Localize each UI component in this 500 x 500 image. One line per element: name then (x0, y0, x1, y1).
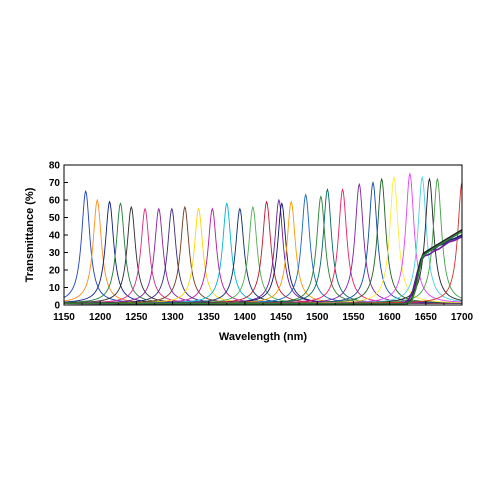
x-tick-label: 1500 (306, 312, 329, 323)
filter-peak-curve-2 (64, 198, 462, 304)
x-tick-label: 1300 (161, 312, 184, 323)
filter-peak-curve-22 (64, 188, 462, 304)
x-axis-title: Wavelength (nm) (219, 331, 308, 343)
y-tick-label: 50 (49, 213, 61, 224)
filter-peak-curve-4 (64, 202, 462, 304)
x-tick-label: 1700 (451, 312, 474, 323)
x-tick-label: 1250 (125, 312, 148, 323)
filter-peak-curve-9 (64, 205, 462, 304)
y-tick-label: 70 (49, 178, 61, 189)
filter-peak-curve-10 (64, 207, 462, 304)
filter-peak-curve-15 (64, 200, 462, 304)
absorption-edge-curve-4 (64, 230, 462, 305)
filter-peak-curve-7 (64, 207, 462, 304)
filter-peak-curve-11 (64, 207, 462, 304)
filter-peak-curve-13 (64, 207, 462, 304)
x-tick-label: 1200 (89, 312, 112, 323)
filter-peak-curve-14 (64, 205, 462, 304)
y-tick-label: 0 (54, 301, 60, 312)
x-tick-label: 1650 (415, 312, 438, 323)
filter-peak-curve-16 (64, 198, 462, 304)
x-tick-label: 1600 (379, 312, 402, 323)
y-axis: 0 10 20 30 40 50 60 70 80 (49, 161, 68, 312)
filter-peak-curve-17 (64, 202, 462, 304)
x-tick-label: 1150 (53, 312, 75, 323)
y-tick-label: 10 (49, 283, 61, 294)
y-tick-label: 40 (49, 231, 61, 242)
filter-peak-curve-18 (64, 200, 462, 304)
filter-peak-curve-19 (64, 193, 462, 304)
y-tick-label: 30 (49, 248, 61, 259)
y-tick-label: 60 (49, 196, 61, 207)
absorption-edge-curve-2 (64, 236, 462, 305)
filter-peak-curve-6 (64, 207, 462, 304)
filter-peak-curve-21 (64, 188, 462, 304)
x-tick-label: 1450 (270, 312, 293, 323)
filter-peak-curve-8 (64, 207, 462, 304)
y-axis-title: Transmittance (%) (24, 187, 36, 282)
x-tick-label: 1400 (234, 312, 257, 323)
filter-peak-curve-23 (64, 182, 462, 304)
x-axis: 1150 1200 1250 1300 1350 1400 1450 1500 1550 1600… (53, 301, 474, 323)
filter-peak-curve-3 (64, 200, 462, 304)
filter-peak-curve-5 (64, 205, 462, 304)
plot-lines (64, 172, 462, 305)
x-tick-label: 1350 (198, 312, 221, 323)
filter-peak-curve-12 (64, 202, 462, 304)
x-tick-label: 1550 (342, 312, 365, 323)
filter-peak-curve-20 (64, 195, 462, 304)
filter-peak-curve-1 (64, 189, 462, 304)
y-tick-label: 80 (49, 161, 61, 172)
y-tick-label: 20 (49, 266, 61, 277)
